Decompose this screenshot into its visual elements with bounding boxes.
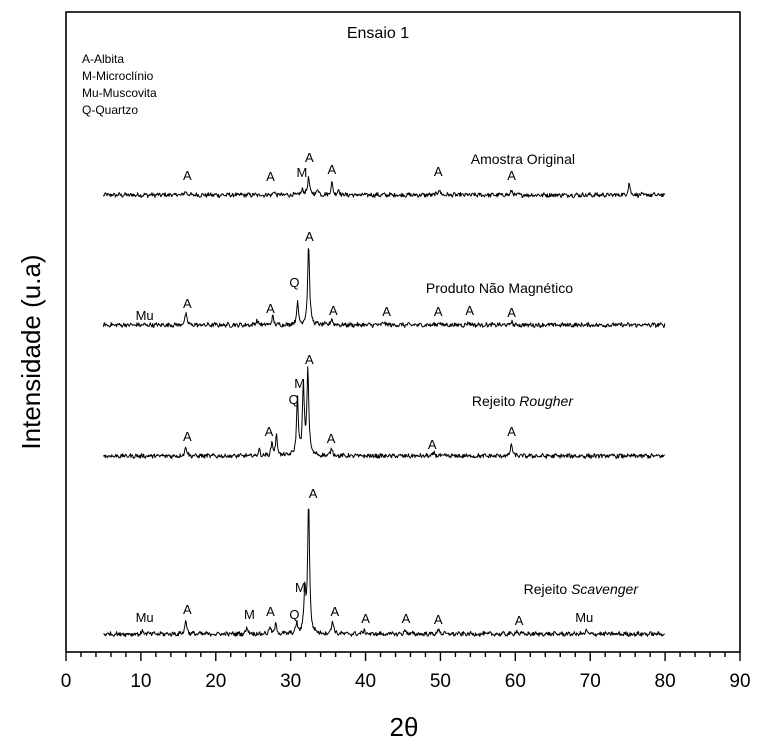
peak-label: A [265, 424, 274, 439]
peak-label: A [266, 169, 275, 184]
peak-label: A [309, 486, 318, 501]
legend: A-Albita M-Microclínio Mu-Muscovita Q-Qu… [82, 52, 157, 117]
peak-label: Q [289, 275, 299, 290]
series-line [102, 248, 666, 329]
peak-label: Q [289, 392, 299, 407]
legend-item-muscovita: Mu-Muscovita [82, 86, 157, 100]
peak-label: A [328, 162, 337, 177]
peak-label: A [507, 305, 516, 320]
series-traces [102, 176, 666, 638]
peak-label: A [266, 301, 275, 316]
peak-label: A [183, 602, 192, 617]
plot-frame [65, 11, 741, 653]
peak-label: A [331, 604, 340, 619]
legend-item-microclinio: M-Microclínio [82, 69, 154, 83]
x-tick-label: 70 [580, 671, 601, 692]
x-tick-label: 10 [130, 671, 151, 692]
peak-label: A [305, 352, 314, 367]
peak-label: Q [289, 607, 299, 622]
y-axis-label: Intensidade (u.a) [16, 254, 46, 449]
peak-label: A [434, 164, 443, 179]
x-axis-label: 2θ [390, 712, 419, 742]
peak-label: M [244, 607, 255, 622]
peak-label: A [507, 424, 516, 439]
x-tick-label: 0 [61, 671, 72, 692]
x-tick-label: 50 [430, 671, 451, 692]
peak-label: A [183, 296, 192, 311]
series-line [103, 508, 665, 638]
peak-label: A [305, 150, 314, 165]
peak-label: A [382, 304, 391, 319]
series-line [102, 366, 665, 459]
x-tick-label: 80 [655, 671, 676, 692]
x-tick-label: 90 [729, 671, 750, 692]
x-tick-label: 30 [280, 671, 301, 692]
chart-title: Ensaio 1 [347, 25, 409, 42]
peak-label: A [327, 431, 336, 446]
series-name: Rejeito Rougher [472, 393, 575, 409]
peak-label: A [183, 429, 192, 444]
series-names: Rejeito Scavenger Rejeito Rougher Produto … [426, 151, 639, 597]
peak-label: M [295, 580, 306, 595]
x-axis: 0 10 20 30 40 50 60 70 80 90 [61, 652, 751, 692]
x-tick-label: 60 [505, 671, 526, 692]
peak-label: A [434, 612, 443, 627]
series-name: Amostra Original [471, 151, 575, 167]
series-name: Produto Não Magnético [426, 280, 573, 296]
legend-item-albita: A-Albita [82, 52, 124, 66]
legend-item-quartzo: Q-Quartzo [82, 103, 138, 117]
peak-label: A [402, 611, 411, 626]
peak-label: A [361, 611, 370, 626]
x-tick-label: 20 [205, 671, 226, 692]
peak-label: A [515, 613, 524, 628]
peak-label: A [329, 303, 338, 318]
x-tick-label: 40 [355, 671, 376, 692]
peak-label: A [183, 168, 192, 183]
peak-label: A [266, 604, 275, 619]
peak-label: Mu [136, 308, 154, 323]
peak-label: A [465, 303, 474, 318]
peak-label: A [507, 168, 516, 183]
peak-label: M [294, 376, 305, 391]
peak-label: M [296, 165, 307, 180]
peak-label: A [305, 229, 314, 244]
peak-label: A [434, 304, 443, 319]
series-line [102, 176, 666, 198]
peak-label: Mu [575, 610, 593, 625]
peak-label: A [428, 437, 437, 452]
series-name: Rejeito Scavenger [524, 581, 640, 597]
peak-label: Mu [136, 610, 154, 625]
